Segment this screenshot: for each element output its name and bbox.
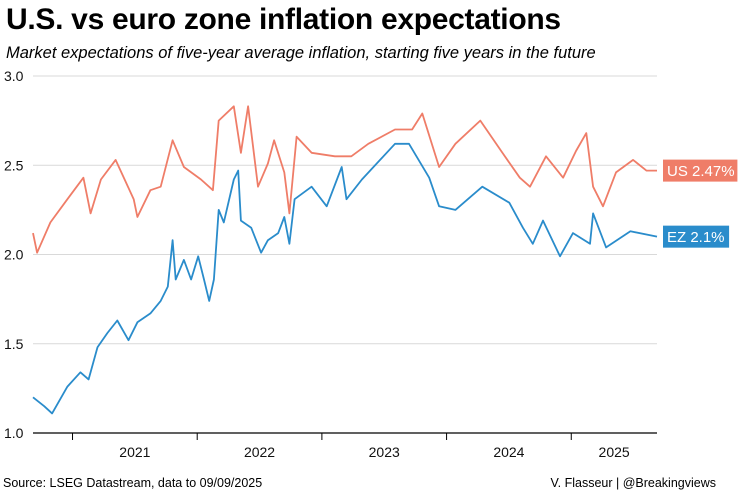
end-label-box-ez [663, 225, 730, 248]
x-tick-label: 2025 [599, 444, 630, 460]
end-label-us: US 2.47% [667, 163, 735, 180]
x-axis: 2021 2022 2023 2024 2025 [33, 432, 657, 460]
y-tick-label: 1.0 [4, 425, 24, 441]
y-tick-label: 2.5 [4, 157, 24, 173]
y-tick-label: 1.5 [4, 336, 24, 352]
y-tick-label: 3.0 [4, 68, 24, 84]
chart-subtitle: Market expectations of five-year average… [6, 44, 596, 62]
y-axis-ticks: 1.0 1.5 2.0 2.5 3.0 [4, 68, 24, 441]
series-lines [32, 105, 658, 415]
end-labels: US 2.47% EZ 2.1% [663, 159, 738, 248]
x-tick-label: 2021 [119, 444, 150, 460]
chart-title: U.S. vs euro zone inflation expectations [6, 3, 561, 36]
x-tick-label: 2023 [369, 444, 400, 460]
gridlines [33, 75, 657, 345]
author-credit: V. Flasseur | @Breakingviews [550, 476, 716, 490]
series-line-us [32, 105, 657, 254]
x-tick-label: 2022 [244, 444, 275, 460]
x-tick-label: 2024 [493, 444, 524, 460]
end-label-ez: EZ 2.1% [667, 229, 725, 246]
source-note: Source: LSEG Datastream, data to 09/09/2… [3, 476, 263, 490]
series-line-ez [32, 142, 658, 415]
y-tick-label: 2.0 [4, 247, 24, 263]
end-label-box-us [663, 159, 738, 182]
